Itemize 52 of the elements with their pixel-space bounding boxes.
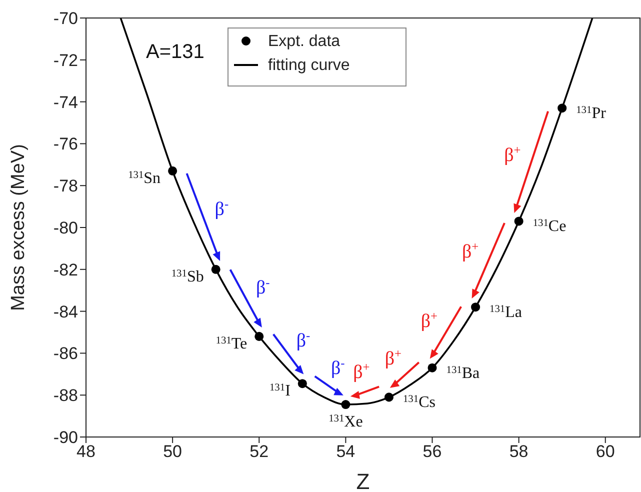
point [254, 332, 264, 341]
x-tick-label: 48 [76, 442, 96, 462]
annotation: β$^{-}$ [330, 356, 345, 379]
y-tick-label: -82 [53, 260, 78, 280]
annotation: $^{131}$Ba [446, 364, 480, 382]
x-tick-label: 56 [422, 442, 442, 462]
annotation: $^{131}$Cs [402, 394, 436, 412]
x-tick-label: 54 [336, 442, 356, 462]
annotation: $^{131}$Ce [532, 218, 566, 236]
y-tick-label: -86 [53, 344, 78, 364]
point [211, 264, 220, 274]
point [514, 216, 524, 226]
y-tick-label: -70 [53, 9, 78, 28]
y-axis-title: Mass excess (MeV) [8, 144, 29, 311]
annotation: β$^{+}$ [384, 346, 402, 370]
annotation: $^{131}$Pr [576, 104, 607, 122]
y-tick-label: -74 [53, 92, 78, 112]
annotation: $^{131}$I [269, 382, 290, 400]
y-tick-label: -72 [53, 50, 78, 70]
x-axis-title: Z [356, 469, 370, 492]
y-tick-label: -76 [53, 134, 78, 154]
annotation: A=131 [146, 41, 204, 63]
annotation: β$^{+}$ [504, 143, 521, 166]
annotation: $^{131}$Sn [128, 169, 161, 187]
legend-label: fitting curve [268, 57, 350, 74]
point [384, 392, 394, 402]
y-tick-label: -80 [53, 218, 78, 238]
annotation: β$^{+}$ [420, 309, 438, 332]
annotation: β$^{+}$ [353, 360, 370, 383]
y-tick-label: -78 [53, 176, 78, 196]
x-tick-label: 58 [509, 442, 528, 462]
annotation: β$^{-}$ [296, 328, 310, 352]
point [558, 104, 567, 113]
annotation: $^{131}$La [490, 304, 522, 322]
point [428, 363, 437, 372]
annotation: β$^{+}$ [462, 240, 479, 263]
x-tick-label: 52 [250, 442, 269, 462]
annotation: $^{131}$Te [216, 334, 248, 352]
x-tick-label: 60 [596, 442, 615, 462]
y-tick-label: -88 [53, 386, 78, 406]
annotation: $^{131}$Xe [328, 413, 363, 431]
point [168, 166, 178, 176]
annotation: β$^{-}$ [256, 276, 270, 299]
point [471, 302, 480, 312]
y-tick-label: -84 [53, 302, 78, 322]
y-tick-label: -90 [53, 428, 78, 448]
annotation: $^{131}$Sb [171, 268, 204, 286]
point [341, 400, 350, 410]
annotation: β$^{-}$ [214, 197, 229, 220]
legend-label: Expt. data [268, 33, 340, 50]
point [298, 379, 307, 388]
x-tick-label: 50 [163, 442, 182, 462]
